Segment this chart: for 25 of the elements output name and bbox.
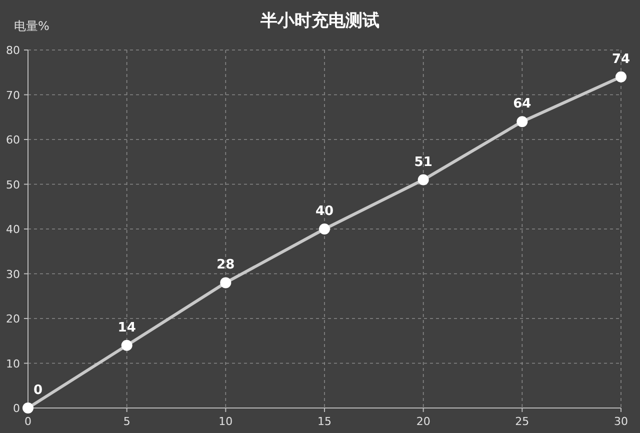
y-tick-label: 80 (6, 44, 20, 57)
y-tick-label: 60 (6, 134, 20, 146)
x-tick-label: 0 (24, 415, 32, 428)
y-tick-label: 40 (6, 223, 20, 236)
x-tick-label: 25 (515, 415, 530, 428)
data-label: 28 (216, 258, 235, 273)
y-axis-title: 电量% (14, 19, 50, 33)
y-tick-label: 30 (6, 268, 20, 281)
chart-title: 半小时充电测试 (260, 11, 380, 31)
x-tick-label: 5 (123, 415, 130, 428)
x-tick-label: 20 (416, 415, 430, 428)
x-tick-label: 15 (318, 415, 332, 428)
y-tick-label: 50 (6, 178, 20, 192)
data-label: 64 (513, 96, 532, 112)
y-tick-label: 20 (6, 312, 20, 326)
data-label: 14 (118, 320, 136, 336)
data-label: 40 (315, 204, 334, 219)
data-label: 0 (33, 383, 43, 398)
x-tick-label: 10 (218, 415, 233, 428)
y-tick-label: 10 (6, 357, 20, 370)
y-tick-label: 0 (13, 402, 20, 415)
y-tick-label: 70 (6, 88, 20, 102)
data-label: 51 (414, 154, 432, 170)
data-label: 74 (612, 52, 630, 67)
x-tick-label: 30 (614, 415, 628, 428)
